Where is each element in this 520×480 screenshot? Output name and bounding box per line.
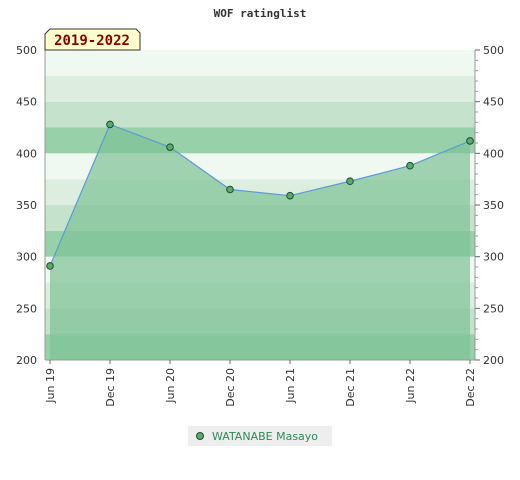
data-point — [346, 177, 354, 186]
y-tick-label-right: 350 — [483, 199, 504, 212]
y-tick-label-left: 450 — [16, 96, 37, 109]
data-point — [286, 191, 294, 200]
background-band — [45, 101, 475, 128]
x-tick-label: Jun 20 — [164, 368, 177, 404]
y-tick-label-right: 200 — [483, 354, 504, 367]
y-tick-label-right: 400 — [483, 147, 504, 160]
data-point — [406, 161, 414, 170]
x-tick-label: Dec 21 — [344, 368, 357, 407]
y-tick-label-right: 450 — [483, 96, 504, 109]
legend-box — [188, 426, 332, 446]
y-tick-label-left: 250 — [16, 302, 37, 315]
y-tick-label-right: 250 — [483, 302, 504, 315]
range-badge: 2019-2022 — [44, 28, 141, 51]
x-tick-label: Jun 19 — [44, 368, 57, 404]
y-tick-label-right: 300 — [483, 251, 504, 264]
x-tick-label: Dec 22 — [464, 368, 477, 407]
y-tick-label-left: 400 — [16, 147, 37, 160]
series-markers — [46, 120, 474, 270]
x-tick-label: Jun 21 — [284, 368, 297, 404]
data-point — [226, 185, 234, 194]
range-badge-box — [44, 28, 141, 51]
x-tick-label: Jun 22 — [404, 368, 417, 404]
series-line — [49, 123, 471, 267]
data-point — [166, 143, 174, 151]
background-band — [45, 50, 475, 76]
x-tick-label: Dec 20 — [224, 368, 237, 407]
y-tick-label-right: 500 — [483, 44, 504, 57]
y-tick-label-left: 500 — [16, 44, 37, 57]
range-label: 2019-2022 — [54, 33, 130, 49]
series-area — [50, 124, 470, 361]
y-axis-ticks: 200 200 250 250 300 300 350 350 400 400 450 450 500 5… — [16, 44, 504, 367]
y-tick-label-left: 350 — [16, 199, 37, 212]
legend-series-name: WATANABE Masayo — [212, 430, 318, 443]
legend-marker-icon — [196, 432, 204, 440]
x-tick-label: Dec 19 — [104, 368, 117, 407]
legend: WATANABE Masayo — [188, 426, 332, 446]
chart-title: WOF ratinglist — [214, 7, 307, 20]
data-point — [106, 120, 114, 129]
y-tick-label-left: 300 — [16, 251, 37, 264]
y-tick-label-left: 200 — [16, 354, 37, 367]
data-point — [46, 262, 54, 270]
x-axis-ticks: Jun 19 Dec 19 Jun 20 Dec 20 Jun 21 Dec 21 Jun … — [44, 360, 477, 407]
background-band — [45, 75, 475, 102]
data-point — [466, 137, 474, 145]
